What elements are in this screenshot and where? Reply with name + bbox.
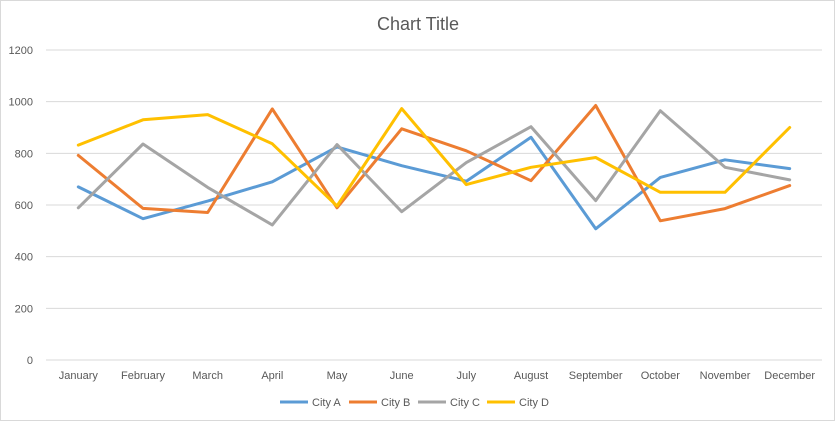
y-tick-label: 400 [15,252,33,264]
legend-item: City A [280,397,341,409]
x-tick-label: March [192,370,223,382]
y-tick-label: 0 [27,355,33,367]
y-tick-label: 1000 [9,97,33,109]
series-line [76,104,792,223]
series-line [76,107,792,208]
x-tick-label: August [514,370,548,382]
x-tick-label: November [700,370,751,382]
chart-title: Chart Title [377,14,459,34]
y-tick-label: 1200 [9,45,33,57]
legend-label: City C [450,397,480,409]
x-tick-label: December [764,370,815,382]
y-tick-label: 600 [15,200,33,212]
x-tick-label: January [59,370,99,382]
series-line [76,109,792,227]
legend-item: City B [349,397,410,409]
series-3 [76,109,792,227]
legend-label: City D [519,397,549,409]
x-tick-label: February [121,370,166,382]
y-tick-label: 200 [15,303,33,315]
x-tick-label: September [569,370,623,382]
legend-label: City A [312,397,341,409]
x-tick-label: April [261,370,283,382]
series-4 [76,107,792,208]
series-2 [76,104,792,223]
series-line [76,135,792,231]
y-tick-label: 800 [15,148,33,160]
legend-item: City D [487,397,549,409]
x-tick-label: October [641,370,680,382]
legend-item: City C [418,397,480,409]
series-1 [76,135,792,231]
x-tick-label: May [327,370,348,382]
x-tick-label: July [457,370,477,382]
x-tick-label: June [390,370,414,382]
legend-label: City B [381,397,410,409]
